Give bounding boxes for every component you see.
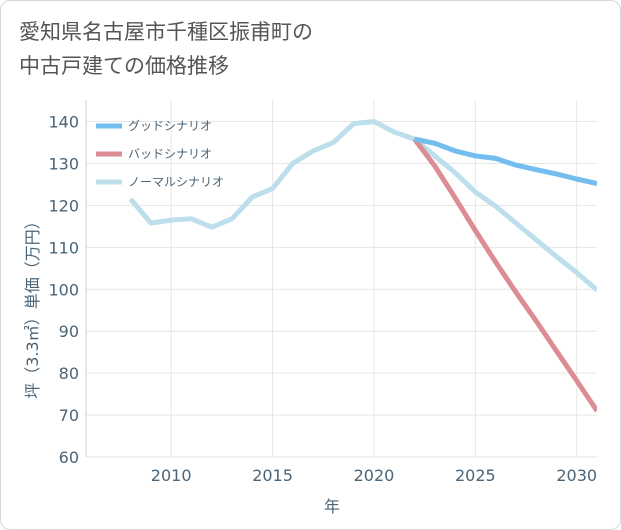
- y-tick-label: 130: [48, 154, 79, 173]
- y-tick-labels: 60 70 80 90 100 110 120 130 140: [48, 113, 79, 468]
- series-line: [413, 136, 597, 187]
- y-axis-label: 坪（3.3㎡）単価（万円）: [23, 213, 42, 398]
- y-tick-label: 60: [59, 448, 79, 467]
- x-tick-labels: 2010 2015 2020 2025 2030: [151, 466, 597, 485]
- legend-label: バッドシナリオ: [128, 147, 212, 161]
- grid-lines: [86, 100, 597, 458]
- y-tick-label: 110: [48, 238, 79, 257]
- series-line: [412, 137, 597, 413]
- chart-title: 愛知県名古屋市千種区振甫町の 中古戸建ての価格推移: [19, 15, 313, 83]
- title-line-2: 中古戸建ての価格推移: [19, 54, 229, 78]
- y-tick-label: 90: [59, 322, 79, 341]
- series-lines: [128, 119, 597, 413]
- y-tick-label: 120: [48, 196, 79, 215]
- y-tick-label: 140: [48, 113, 79, 132]
- x-tick-label: 2010: [151, 466, 192, 485]
- legend-label: グッドシナリオ: [128, 119, 212, 133]
- series-line: [128, 119, 597, 292]
- x-axis-label: 年: [324, 497, 340, 516]
- x-tick-label: 2015: [252, 466, 293, 485]
- legend-label: ノーマルシナリオ: [128, 175, 224, 189]
- x-tick-label: 2025: [455, 466, 496, 485]
- x-tick-label: 2020: [354, 466, 395, 485]
- x-tick-label: 2030: [556, 466, 597, 485]
- y-tick-label: 70: [59, 406, 79, 425]
- y-tick-label: 80: [59, 364, 79, 383]
- y-tick-label: 100: [48, 280, 79, 299]
- title-line-1: 愛知県名古屋市千種区振甫町の: [19, 20, 313, 44]
